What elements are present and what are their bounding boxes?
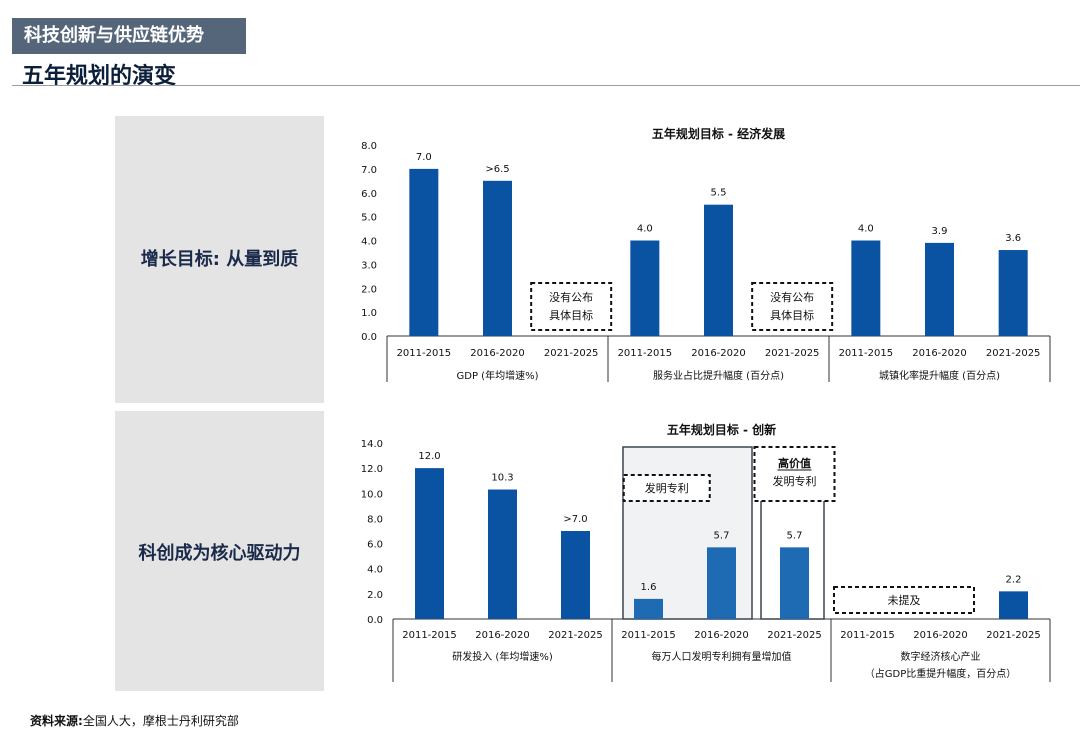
y-tick-label: 0.0 (361, 332, 377, 343)
bar (488, 489, 517, 619)
x-tick-label: 2011-2015 (621, 630, 676, 641)
bar-value-label: 5.5 (711, 188, 727, 199)
bar-value-label: 4.0 (637, 224, 653, 235)
bar (999, 591, 1028, 619)
panel-growth-label: 增长目标: 从量到质 (140, 249, 299, 270)
bar-value-label: 12.0 (418, 451, 440, 462)
bar (409, 168, 439, 336)
no-target-note-line1: 没有公布 (770, 290, 814, 304)
bar (483, 180, 512, 336)
group-label-line2: （占GDP比重提升幅度，百分点） (865, 667, 1016, 680)
x-tick-label: 2011-2015 (397, 348, 452, 359)
group-label: 研发投入 (年均增速%) (452, 650, 553, 663)
x-tick-label: 2011-2015 (839, 348, 894, 359)
high-value-patent-note-box (753, 446, 836, 502)
bar-value-label: >7.0 (563, 514, 587, 525)
panel-growth: 增长目标: 从量到质 (115, 116, 324, 403)
not-mentioned-note: 未提及 (888, 594, 921, 607)
bar-value-label: 5.7 (787, 530, 803, 541)
x-tick-label: 2021-2025 (986, 348, 1041, 359)
x-tick-label: 2016-2020 (912, 348, 967, 359)
bar-value-label: 4.0 (858, 224, 874, 235)
y-tick-label: 3.0 (361, 260, 377, 271)
y-tick-label: 8.0 (361, 141, 377, 152)
group-label: GDP (年均增速%) (457, 369, 539, 382)
panel-innovation: 科创成为核心驱动力 (115, 411, 324, 691)
no-target-note-box (530, 282, 613, 331)
y-tick-label: 0.0 (367, 615, 383, 626)
x-tick-label: 2016-2020 (470, 348, 525, 359)
invention-patent-note: 发明专利 (645, 481, 689, 495)
section-banner: 科技创新与供应链优势 (12, 18, 246, 54)
no-target-note-box (751, 282, 834, 331)
source-note: 资料来源:全国人大，摩根士丹利研究部 (30, 712, 239, 729)
bar-value-label: 10.3 (491, 473, 513, 484)
y-tick-label: 4.0 (367, 565, 383, 576)
x-tick-label: 2021-2025 (767, 630, 822, 641)
y-tick-label: 1.0 (361, 308, 377, 319)
bar (707, 547, 736, 619)
high-value-note-rest: 发明专利 (773, 474, 817, 488)
bar-value-label: 5.7 (714, 530, 730, 541)
group-label: 城镇化率提升幅度 (百分点) (879, 369, 1000, 382)
bar-value-label: 2.2 (1006, 574, 1022, 585)
bar-value-label: 3.9 (932, 226, 948, 237)
bar-value-label: 1.6 (641, 582, 657, 593)
y-tick-label: 2.0 (361, 284, 377, 295)
bar-value-label: >6.5 (485, 164, 509, 175)
no-target-note-line2: 具体目标 (549, 308, 593, 322)
not-mentioned-note-box (833, 586, 975, 614)
bar (561, 531, 590, 619)
panel-innovation-label: 科创成为核心驱动力 (138, 543, 301, 564)
group-label: 每万人口发明专利拥有量增加值 (652, 650, 792, 663)
x-tick-label: 2016-2020 (913, 630, 968, 641)
x-tick-label: 2021-2025 (765, 348, 820, 359)
x-tick-label: 2011-2015 (840, 630, 895, 641)
bar-value-label: 3.6 (1005, 233, 1021, 244)
x-tick-label: 2021-2025 (548, 630, 603, 641)
bar-value-label: 7.0 (416, 152, 432, 163)
y-tick-label: 2.0 (367, 590, 383, 601)
y-tick-label: 4.0 (361, 237, 377, 248)
x-tick-label: 2011-2015 (618, 348, 673, 359)
no-target-note-line1: 没有公布 (549, 290, 593, 304)
x-tick-label: 2011-2015 (402, 630, 457, 641)
chart-title: 五年规划目标 - 创新 (667, 422, 776, 437)
y-tick-label: 6.0 (361, 189, 377, 200)
y-tick-label: 8.0 (367, 514, 383, 525)
bar (704, 204, 733, 336)
title-divider (12, 85, 1080, 86)
source-text: 全国人大，摩根士丹利研究部 (82, 714, 239, 728)
y-tick-label: 10.0 (361, 489, 383, 500)
bar (925, 242, 954, 336)
x-tick-label: 2016-2020 (475, 630, 530, 641)
chart-title: 五年规划目标 - 经济发展 (652, 126, 785, 141)
x-tick-label: 2016-2020 (691, 348, 746, 359)
invention-patent-note-box (622, 474, 711, 502)
y-tick-label: 7.0 (361, 165, 377, 176)
y-tick-label: 5.0 (361, 213, 377, 224)
bar (630, 240, 660, 336)
y-tick-label: 14.0 (361, 439, 383, 450)
x-tick-label: 2016-2020 (694, 630, 749, 641)
bar (415, 468, 444, 619)
bar (780, 547, 809, 619)
bar (634, 598, 663, 619)
x-tick-label: 2021-2025 (544, 348, 599, 359)
y-tick-label: 12.0 (361, 464, 383, 475)
x-tick-label: 2021-2025 (986, 630, 1041, 641)
high-value-note-bold: 高价值 (778, 456, 811, 470)
no-target-note-line2: 具体目标 (770, 308, 814, 322)
bar (998, 250, 1028, 336)
y-tick-label: 6.0 (367, 540, 383, 551)
group-label: 服务业占比提升幅度 (百分点) (653, 369, 784, 382)
page-title: 五年规划的演变 (22, 64, 177, 89)
group-label: 数字经济核心产业 (901, 650, 981, 663)
bar (851, 240, 881, 336)
source-prefix: 资料来源: (30, 714, 83, 728)
